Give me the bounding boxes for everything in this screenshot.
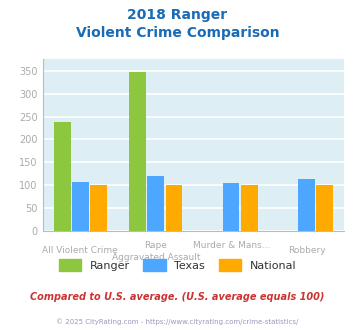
Text: Violent Crime Comparison: Violent Crime Comparison bbox=[76, 26, 279, 40]
Text: Robbery: Robbery bbox=[288, 247, 326, 255]
Text: Murder & Mans...: Murder & Mans... bbox=[192, 241, 270, 250]
Text: 2018 Ranger: 2018 Ranger bbox=[127, 8, 228, 22]
Bar bbox=[165, 185, 182, 231]
Text: All Violent Crime: All Violent Crime bbox=[43, 247, 118, 255]
Bar bbox=[147, 176, 164, 231]
Bar bbox=[72, 182, 89, 231]
Bar bbox=[298, 179, 315, 231]
Text: Compared to U.S. average. (U.S. average equals 100): Compared to U.S. average. (U.S. average … bbox=[30, 292, 325, 302]
Bar bbox=[223, 183, 240, 231]
Text: © 2025 CityRating.com - https://www.cityrating.com/crime-statistics/: © 2025 CityRating.com - https://www.city… bbox=[56, 318, 299, 325]
Bar bbox=[129, 72, 146, 231]
Bar bbox=[316, 185, 333, 231]
Bar bbox=[241, 185, 258, 231]
Bar bbox=[54, 122, 71, 231]
Text: Aggravated Assault: Aggravated Assault bbox=[111, 253, 200, 262]
Text: Rape: Rape bbox=[144, 241, 167, 250]
Legend: Ranger, Texas, National: Ranger, Texas, National bbox=[54, 255, 301, 275]
Bar bbox=[90, 185, 107, 231]
